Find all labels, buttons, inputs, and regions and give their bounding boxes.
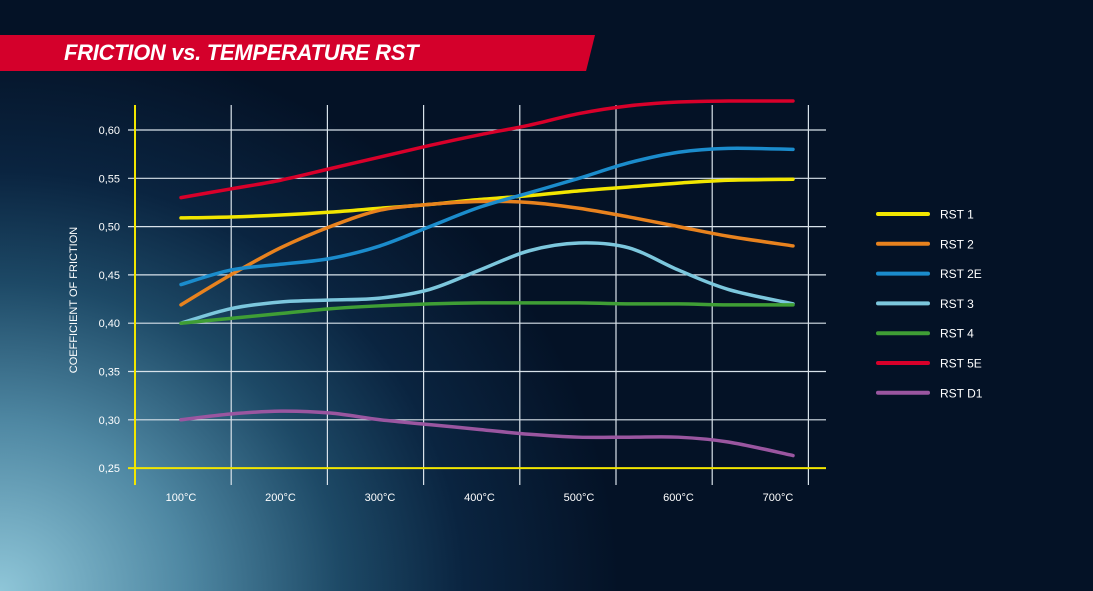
legend-label: RST 2 <box>940 237 974 251</box>
legend-label: RST 5E <box>940 357 982 371</box>
y-tick-label: 0,50 <box>99 222 120 234</box>
y-tick-label: 0,25 <box>99 463 120 475</box>
y-tick-label: 0,45 <box>99 270 120 282</box>
y-tick-label: 0,60 <box>99 125 120 137</box>
y-tick-label: 0,40 <box>99 318 120 330</box>
x-tick-label: 600°C <box>663 492 694 504</box>
series-line-rst-3 <box>179 241 795 325</box>
y-axis-label: COEFFICIENT OF FRICTION <box>68 227 80 374</box>
y-tick-label: 0,35 <box>99 367 120 379</box>
x-tick-label: 700°C <box>763 492 794 504</box>
legend-label: RST 1 <box>940 208 974 222</box>
series-line-rst-4 <box>179 301 795 325</box>
series-line-rst-2e <box>179 146 795 287</box>
y-tick-label: 0,55 <box>99 173 120 185</box>
series-line-rst-2 <box>179 199 795 307</box>
legend-label: RST 4 <box>940 327 974 341</box>
x-tick-label: 100°C <box>166 492 197 504</box>
x-tick-label: 400°C <box>464 492 495 504</box>
series-line-rst-d1 <box>179 409 795 458</box>
y-tick-label: 0,30 <box>99 415 120 427</box>
legend-label: RST 2E <box>940 267 982 281</box>
series-line-rst-1 <box>179 177 795 220</box>
x-tick-label: 200°C <box>265 492 296 504</box>
x-tick-label: 500°C <box>564 492 595 504</box>
title-banner <box>0 35 595 71</box>
chart-title: FRICTION vs. TEMPERATURE RST <box>64 40 419 65</box>
x-tick-label: 300°C <box>365 492 396 504</box>
legend-label: RST D1 <box>940 386 983 400</box>
legend-label: RST 3 <box>940 297 974 311</box>
series-line-rst-5e <box>179 99 795 200</box>
